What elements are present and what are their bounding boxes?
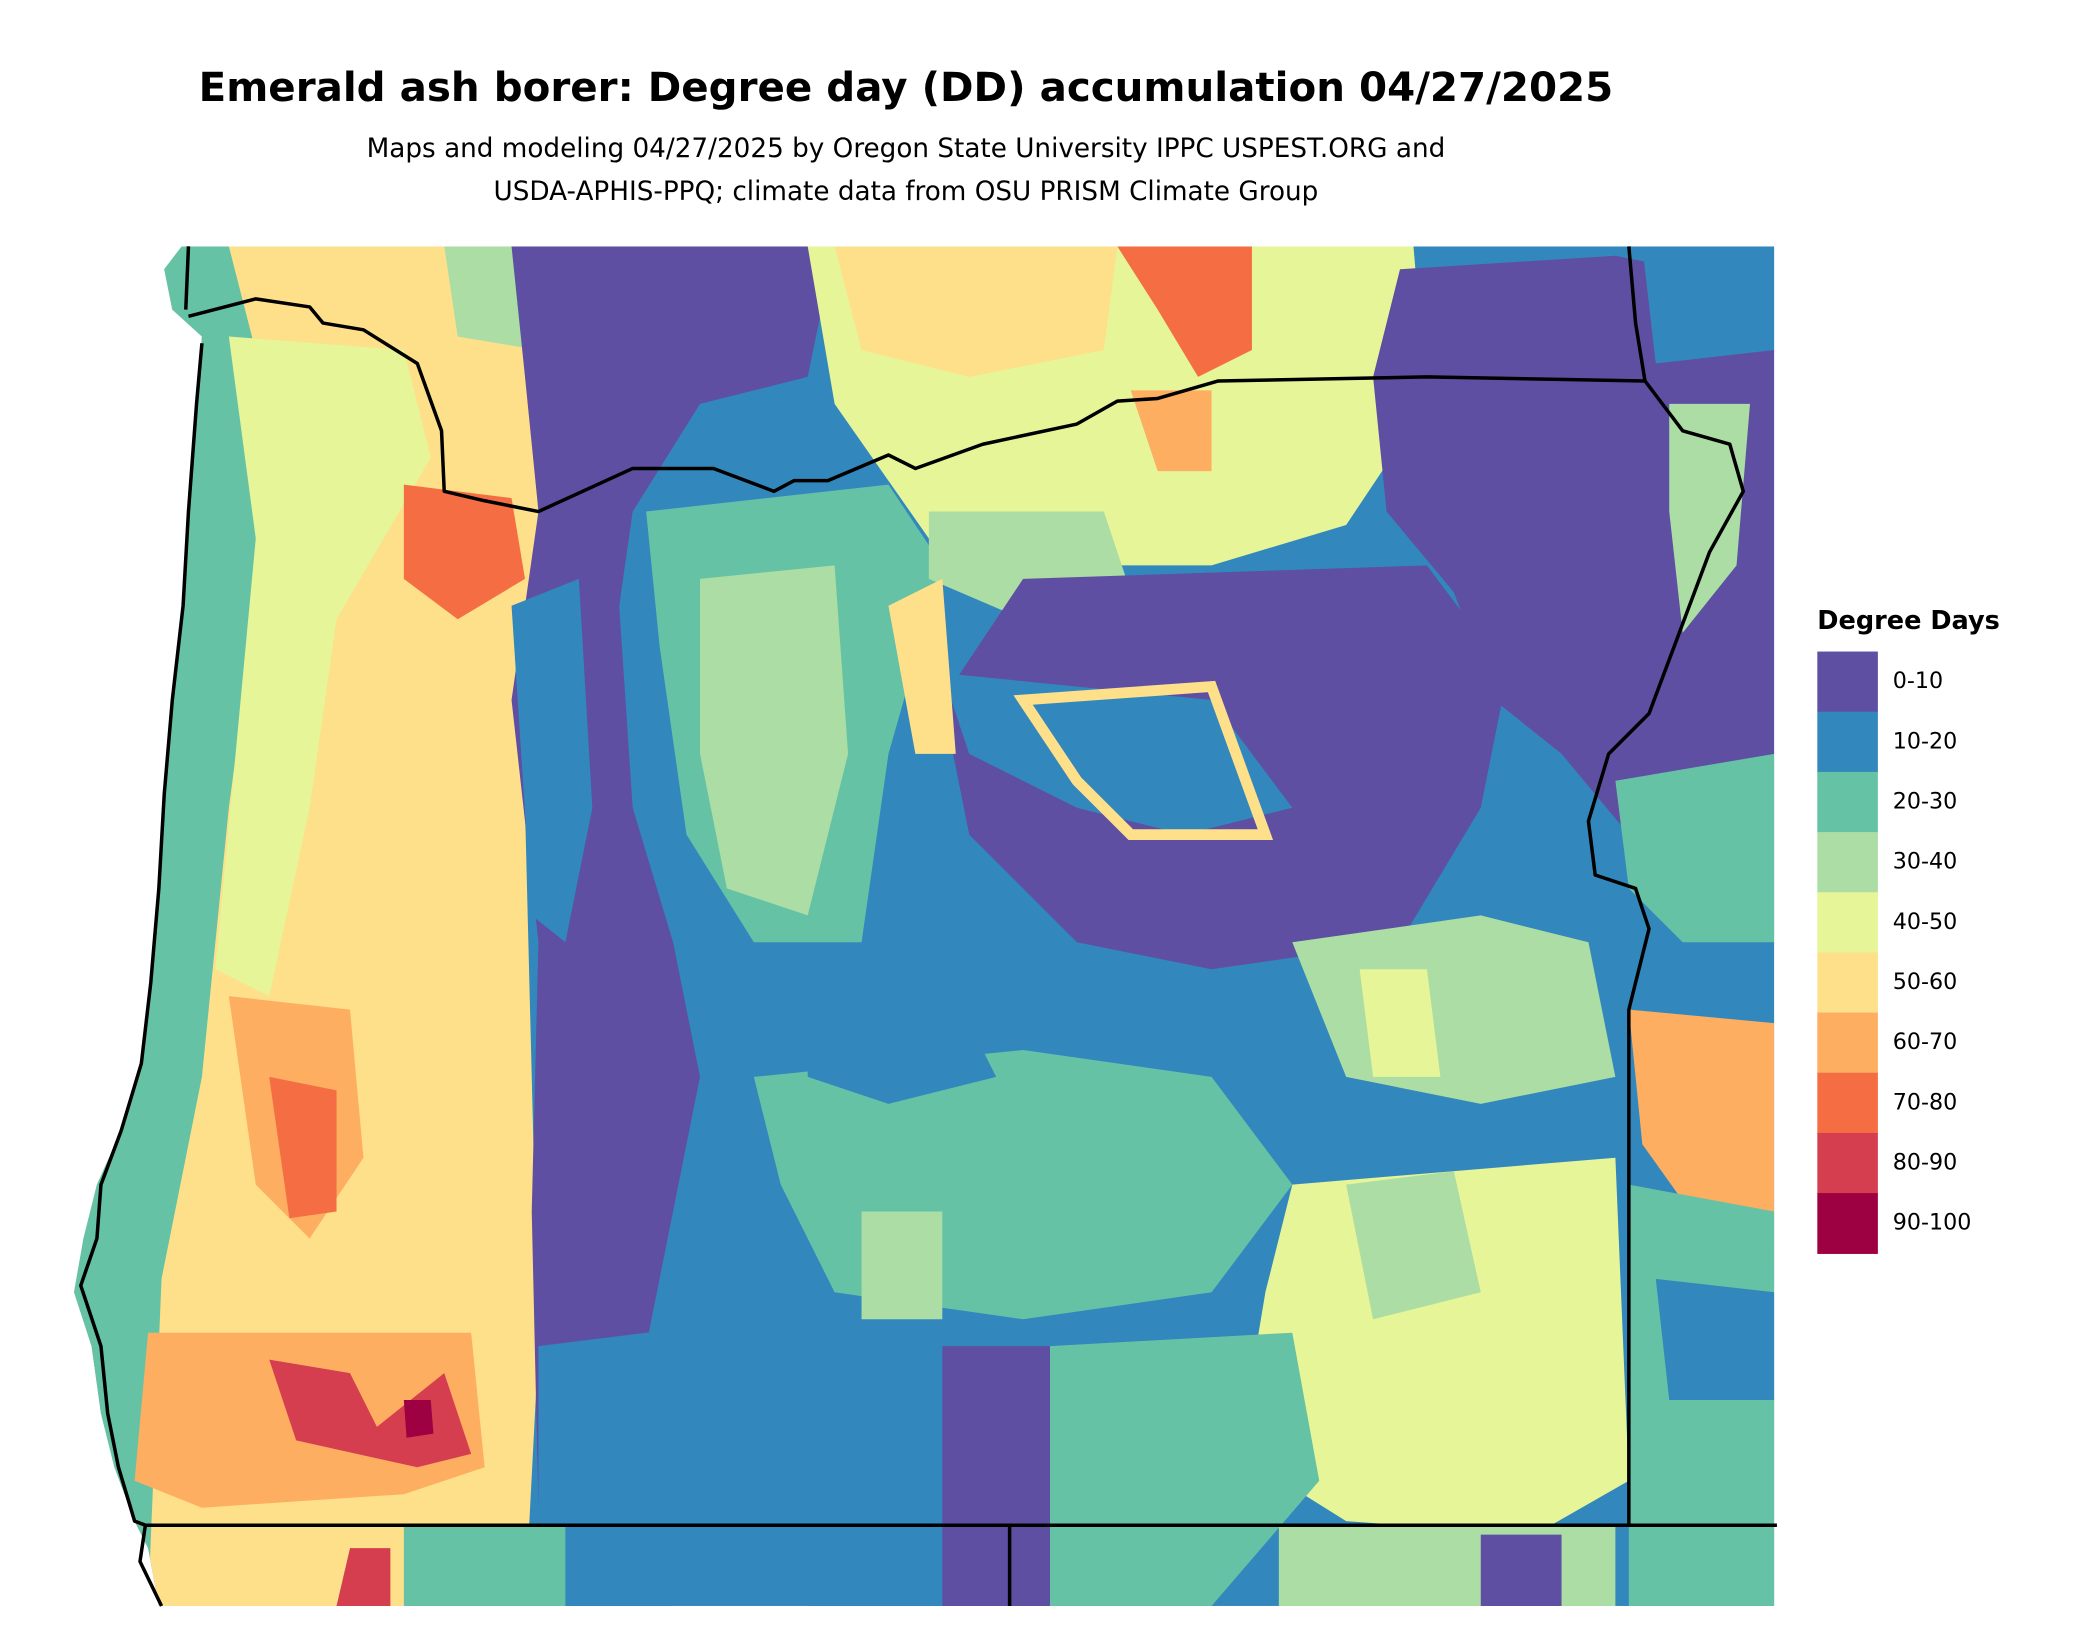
legend-title: Degree Days [1817, 606, 2000, 636]
legend-label: 20-30 [1893, 788, 1958, 814]
state-borders [79, 246, 1777, 1607]
legend-label: 10-20 [1893, 728, 1958, 754]
legend-swatch [1817, 1132, 1878, 1194]
legend-swatch [1817, 1193, 1878, 1254]
legend: 0-10 10-20 20-30 30-40 40-50 50-60 60-70 70-80 8… [1817, 651, 1972, 1254]
subtitle: Maps and modeling 04/27/2025 by Oregon S… [367, 134, 1446, 164]
legend-swatch [1817, 952, 1878, 1014]
state-line [1627, 246, 1647, 382]
legend-label: 50-60 [1893, 969, 1958, 995]
legend-swatch [1817, 711, 1878, 773]
legend-swatch [1817, 651, 1878, 713]
legend-label: 80-90 [1893, 1150, 1958, 1176]
subtitle: USDA-APHIS-PPQ; climate data from OSU PR… [494, 177, 1319, 207]
legend-swatch [1817, 832, 1878, 893]
legend-label: 0-10 [1893, 668, 1943, 694]
legend-swatch [1817, 771, 1878, 833]
legend-label: 30-40 [1893, 849, 1958, 875]
title: Emerald ash borer: Degree day (DD) accum… [199, 64, 1614, 111]
degree-day-raster [74, 246, 1775, 1606]
legend-label: 60-70 [1893, 1029, 1958, 1055]
legend-label: 70-80 [1893, 1089, 1958, 1115]
state-line [188, 297, 1746, 1526]
legend-label: 40-50 [1893, 909, 1958, 935]
legend-swatch [1817, 1012, 1878, 1074]
coastline [79, 246, 204, 1607]
legend-swatch [1817, 1072, 1878, 1134]
legend-label: 90-100 [1893, 1210, 1972, 1236]
legend-swatch [1817, 892, 1878, 954]
